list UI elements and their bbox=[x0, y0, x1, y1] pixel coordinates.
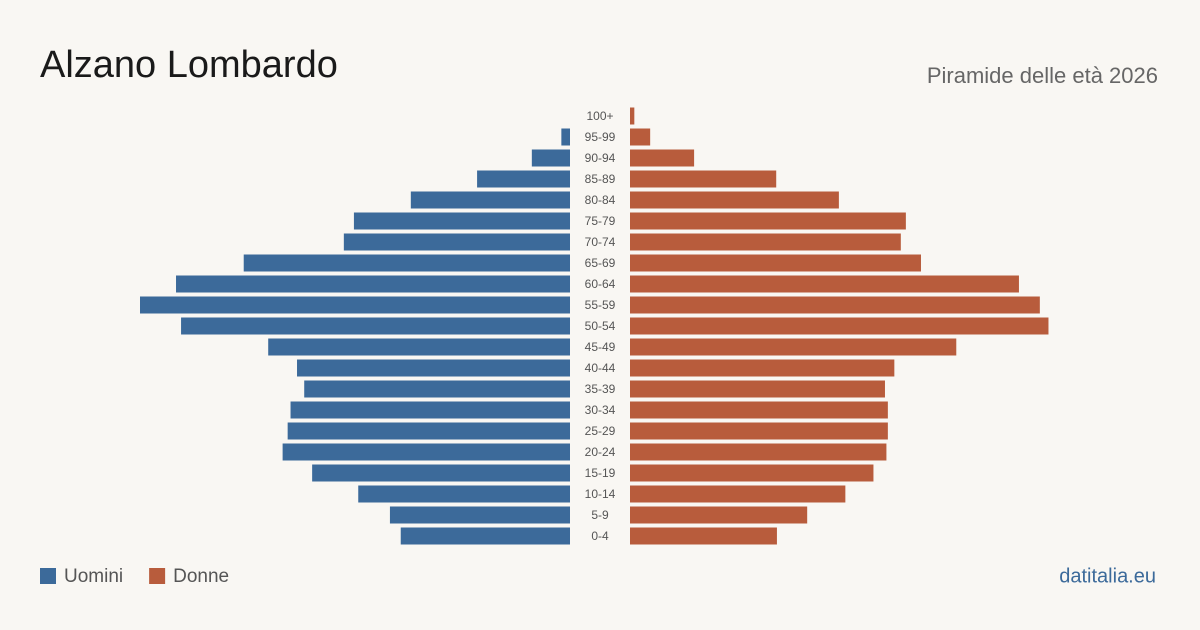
bar bbox=[353, 212, 570, 230]
age-label: 95-99 bbox=[585, 130, 616, 144]
bar bbox=[630, 485, 846, 503]
bar bbox=[290, 401, 570, 419]
bar bbox=[630, 338, 957, 356]
age-label: 0-4 bbox=[591, 529, 609, 543]
bar bbox=[304, 380, 570, 398]
age-label: 70-74 bbox=[585, 235, 616, 249]
bar bbox=[268, 338, 570, 356]
bar bbox=[410, 191, 570, 209]
bar bbox=[630, 506, 808, 524]
age-label: 35-39 bbox=[585, 382, 616, 396]
age-label: 90-94 bbox=[585, 151, 616, 165]
source-link[interactable]: datitalia.eu bbox=[1059, 565, 1156, 587]
age-label: 65-69 bbox=[585, 256, 616, 270]
bar bbox=[630, 422, 888, 440]
bar bbox=[630, 296, 1040, 314]
bar bbox=[630, 254, 921, 272]
bar bbox=[140, 296, 570, 314]
bar bbox=[243, 254, 570, 272]
age-label: 15-19 bbox=[585, 466, 616, 480]
legend-label: Donne bbox=[173, 566, 229, 587]
bar bbox=[630, 317, 1049, 335]
bar bbox=[181, 317, 570, 335]
bar bbox=[630, 527, 777, 545]
bar bbox=[312, 464, 570, 482]
age-label: 75-79 bbox=[585, 214, 616, 228]
bar bbox=[630, 149, 695, 167]
age-label: 60-64 bbox=[585, 277, 616, 291]
bar bbox=[176, 275, 570, 293]
bar bbox=[287, 422, 570, 440]
bar bbox=[630, 128, 651, 146]
legend-swatch bbox=[40, 568, 56, 584]
bar bbox=[282, 443, 570, 461]
bar bbox=[630, 380, 885, 398]
age-label: 10-14 bbox=[585, 487, 616, 501]
age-label: 45-49 bbox=[585, 340, 616, 354]
age-label: 100+ bbox=[586, 109, 613, 123]
age-label: 50-54 bbox=[585, 319, 616, 333]
age-label: 20-24 bbox=[585, 445, 616, 459]
legend-swatch bbox=[149, 568, 166, 584]
age-label: 85-89 bbox=[585, 172, 616, 186]
bar bbox=[477, 170, 570, 188]
bar bbox=[389, 506, 570, 524]
bar bbox=[630, 212, 906, 230]
age-label: 30-34 bbox=[585, 403, 616, 417]
bar bbox=[630, 359, 895, 377]
bar bbox=[630, 233, 901, 251]
bar bbox=[630, 170, 777, 188]
bar bbox=[630, 191, 839, 209]
age-label: 40-44 bbox=[585, 361, 616, 375]
bar bbox=[343, 233, 570, 251]
bar bbox=[358, 485, 570, 503]
chart-subtitle: Piramide delle età 2026 bbox=[927, 63, 1158, 88]
bar bbox=[630, 107, 635, 125]
legend-label: Uomini bbox=[64, 566, 123, 587]
age-label: 55-59 bbox=[585, 298, 616, 312]
age-label: 80-84 bbox=[585, 193, 616, 207]
bar bbox=[400, 527, 570, 545]
bar bbox=[297, 359, 570, 377]
bar bbox=[630, 464, 874, 482]
bar bbox=[531, 149, 570, 167]
bar bbox=[630, 401, 888, 419]
age-label: 5-9 bbox=[591, 508, 609, 522]
bar bbox=[561, 128, 570, 146]
age-label: 25-29 bbox=[585, 424, 616, 438]
chart-title: Alzano Lombardo bbox=[40, 44, 338, 86]
bar bbox=[630, 443, 887, 461]
bar bbox=[630, 275, 1019, 293]
